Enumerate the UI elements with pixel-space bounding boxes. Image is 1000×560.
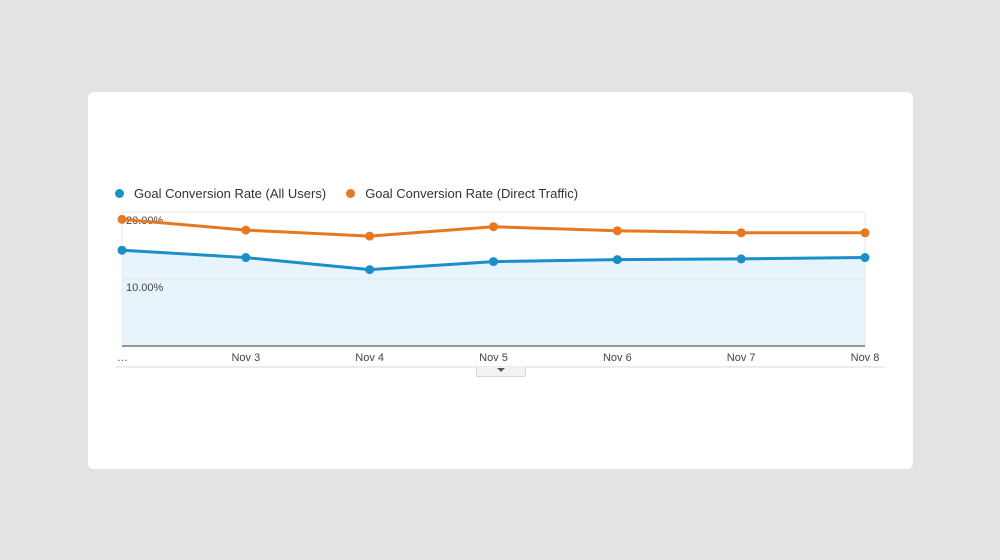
chart-legend: Goal Conversion Rate (All Users) Goal Co…: [115, 186, 598, 201]
x-tick-label-4: Nov 6: [603, 352, 632, 364]
x-tick-label-1: Nov 3: [231, 352, 260, 364]
series-0-point-2: [365, 265, 375, 275]
series-1-point-1: [241, 225, 251, 235]
series-0-point-0: [117, 245, 127, 255]
series-1-point-5: [736, 228, 746, 238]
series-1-point-2: [365, 231, 375, 241]
legend-item-all-users[interactable]: Goal Conversion Rate (All Users): [115, 186, 326, 201]
x-tick-label-2: Nov 4: [355, 352, 384, 364]
series-0-point-1: [241, 253, 251, 263]
x-tick-label-5: Nov 7: [727, 352, 756, 364]
series-area-all-users: [122, 250, 865, 346]
chart-expander-button[interactable]: [476, 367, 526, 377]
x-tick-label-6: Nov 8: [851, 352, 880, 364]
series-1-point-6: [860, 228, 870, 238]
series-1-point-3: [489, 222, 498, 232]
y-tick-label-1: 10.00%: [126, 282, 164, 294]
legend-item-direct-traffic[interactable]: Goal Conversion Rate (Direct Traffic): [346, 186, 578, 201]
series-0-point-6: [860, 253, 870, 263]
legend-dot-direct-traffic-icon: [346, 189, 356, 198]
series-0-point-3: [489, 257, 498, 267]
x-tick-label-3: Nov 5: [479, 352, 508, 364]
series-1-point-0: [117, 214, 127, 224]
legend-label-all-users: Goal Conversion Rate (All Users): [134, 186, 327, 201]
series-0-point-4: [612, 255, 622, 265]
legend-label-direct-traffic: Goal Conversion Rate (Direct Traffic): [365, 186, 579, 201]
caret-down-icon: [497, 368, 505, 372]
series-0-point-5: [736, 254, 746, 264]
legend-dot-all-users-icon: [115, 189, 124, 198]
x-tick-label-0: …: [117, 352, 128, 364]
series-1-point-4: [612, 226, 622, 236]
